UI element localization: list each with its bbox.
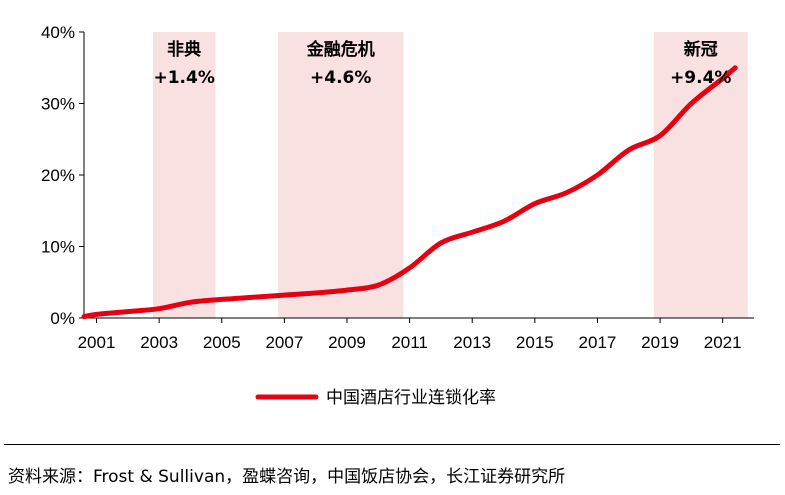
x-tick-label: 2013 — [453, 333, 491, 352]
period-annotations: 非典 +1.4% 金融危机 +4.6% 新冠 +9.4% — [153, 39, 731, 88]
series-line-0 — [81, 65, 738, 320]
y-tick-label: 20% — [41, 166, 75, 185]
period-label-2: 新冠 — [684, 39, 718, 60]
y-tick-label: 40% — [41, 23, 75, 42]
x-tick-label: 2021 — [704, 333, 742, 352]
chart-svg: 0%10%20%30%40% 2001 2003 2005 2007 2009 2011 2… — [41, 23, 754, 408]
legend-label: 中国酒店行业连锁化率 — [326, 388, 496, 408]
shaded-period-0 — [152, 32, 216, 318]
y-ticks: 0% 10% 20% 30% 40% — [41, 23, 84, 328]
period-change-2: +9.4% — [670, 68, 731, 88]
x-tick-label: 2017 — [579, 333, 617, 352]
shaded-periods — [152, 32, 748, 318]
x-tick-label: 2003 — [140, 333, 178, 352]
period-label-1: 金融危机 — [306, 39, 375, 60]
x-tick-label: 2019 — [641, 333, 679, 352]
series-lines — [81, 65, 738, 320]
legend: 中国酒店行业连锁化率 — [255, 388, 496, 408]
x-tick-label: 2011 — [391, 333, 428, 352]
x-ticks: 2001 2003 2005 2007 2009 2011 2013 2015 2017 2019… — [78, 318, 742, 352]
y-tick-label: 30% — [41, 95, 75, 114]
y-tick-label: 0% — [50, 309, 75, 328]
shaded-period-1 — [278, 32, 404, 318]
period-change-0: +1.4% — [153, 68, 214, 88]
x-tick-label: 2009 — [328, 333, 366, 352]
x-tick-label: 2001 — [78, 333, 116, 352]
y-tick-label: 10% — [41, 238, 75, 257]
shaded-period-2 — [653, 32, 748, 318]
period-label-0: 非典 — [167, 39, 201, 60]
x-tick-label: 2005 — [203, 333, 241, 352]
source-note: 资料来源：Frost & Sullivan，盈蝶咨询，中国饭店协会，长江证券研究… — [8, 467, 566, 487]
period-change-1: +4.6% — [310, 68, 371, 88]
divider — [4, 444, 780, 445]
x-tick-label: 2007 — [265, 333, 303, 352]
x-tick-label: 2015 — [516, 333, 554, 352]
